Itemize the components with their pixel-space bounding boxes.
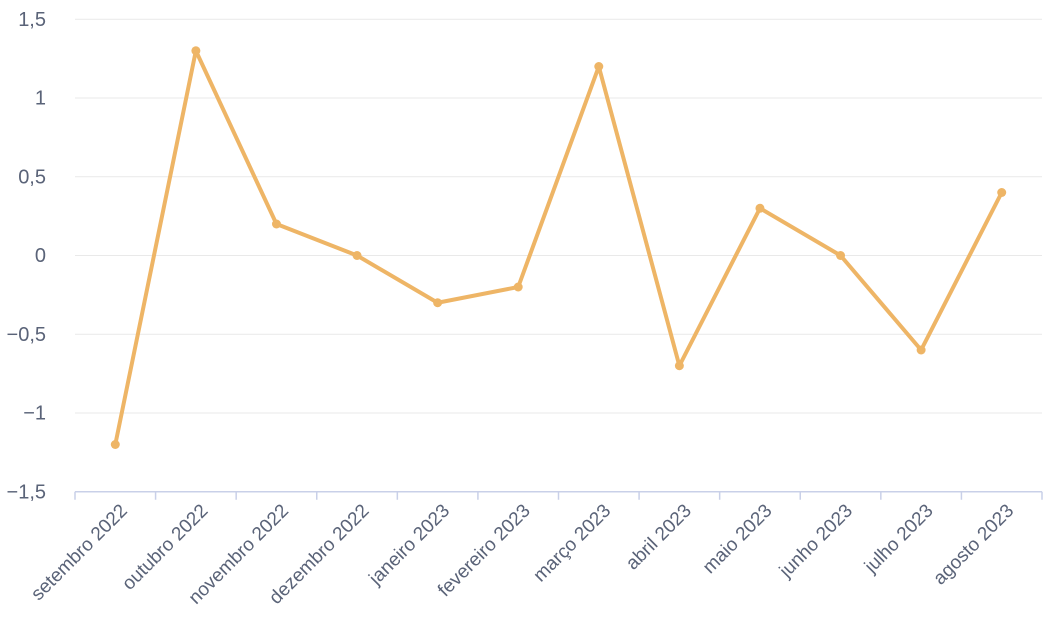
data-point[interactable] xyxy=(513,282,523,292)
y-axis-tick-label: −1,5 xyxy=(7,481,46,503)
data-point[interactable] xyxy=(674,361,684,371)
x-axis-tick-label: abril 2023 xyxy=(622,500,696,574)
y-axis-tick-label: −1 xyxy=(23,403,46,425)
series-line xyxy=(113,48,1004,447)
data-point[interactable] xyxy=(191,46,201,56)
data-point[interactable] xyxy=(594,62,604,71)
data-point[interactable] xyxy=(110,440,120,449)
x-axis-tick-label: março 2023 xyxy=(530,500,616,586)
data-point[interactable] xyxy=(352,251,362,260)
data-point[interactable] xyxy=(755,203,765,213)
x-axis-tick-label: junho 2023 xyxy=(775,500,857,582)
y-axis-tick-label: 0,5 xyxy=(18,166,46,188)
y-axis-tick-label: 0 xyxy=(35,245,46,267)
y-axis-tick-label: 1,5 xyxy=(18,9,46,31)
x-axis-tick-label: maio 2023 xyxy=(699,500,777,578)
x-axis-tick-label: julho 2023 xyxy=(860,500,938,578)
data-point[interactable] xyxy=(916,345,926,355)
data-point[interactable] xyxy=(997,188,1007,197)
x-axis-tick-label: agosto 2023 xyxy=(929,500,1018,589)
data-point[interactable] xyxy=(836,251,846,260)
x-axis-tick-label: janeiro 2023 xyxy=(365,500,455,590)
y-axis-tick-label: −0,5 xyxy=(7,324,46,346)
x-axis-tick-label: setembro 2022 xyxy=(27,500,131,604)
y-axis-tick-label: 1 xyxy=(35,88,46,110)
data-point[interactable] xyxy=(433,298,443,308)
data-point[interactable] xyxy=(271,219,281,229)
